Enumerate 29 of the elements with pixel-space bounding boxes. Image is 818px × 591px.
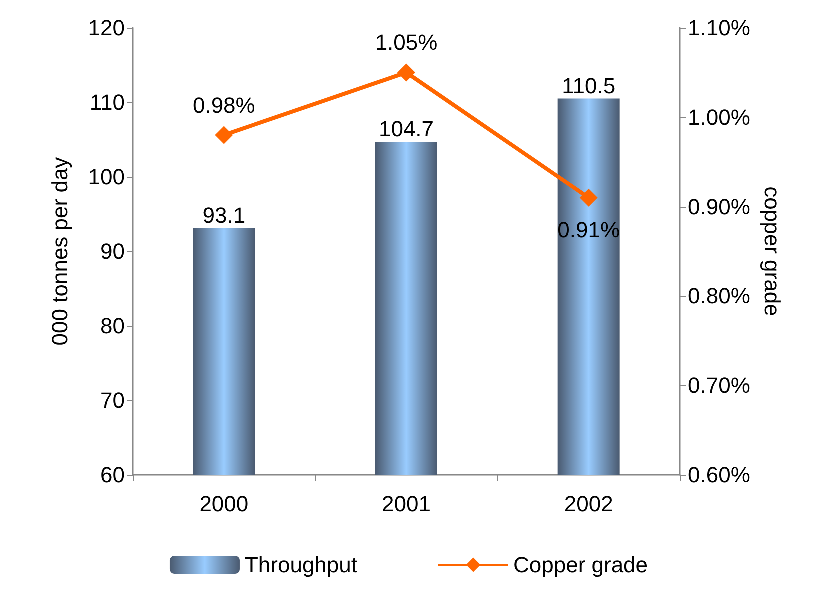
data-label: 104.7 — [378, 116, 434, 142]
y-tick-label: 100 — [88, 164, 125, 190]
x-tick-label: 2001 — [382, 492, 431, 516]
data-label: 1.05% — [375, 30, 438, 56]
x-tick-label: 2000 — [200, 492, 249, 516]
data-label: 93.1 — [202, 202, 246, 228]
y2-tick-label: 0.80% — [688, 284, 750, 309]
data-label: 0.91% — [558, 217, 620, 242]
data-label: 0.98% — [192, 92, 256, 118]
data-label: 110.5 — [562, 73, 616, 98]
y-tick-label: 60 — [100, 462, 125, 488]
y2-tick-label: 0.90% — [688, 194, 750, 220]
y-tick-label: 70 — [100, 388, 125, 413]
y-tick-label: 80 — [100, 314, 125, 338]
legend-label: Throughput — [244, 552, 358, 578]
y2-axis-title: copper grade — [760, 186, 785, 316]
y2-tick-label: 0.70% — [688, 373, 750, 398]
point — [580, 188, 598, 207]
y-tick-label: 120 — [88, 16, 125, 40]
y2-tick-label: 0.60% — [688, 462, 750, 488]
y-tick-label: 90 — [100, 239, 125, 264]
point — [215, 126, 234, 144]
y-axis-title: 000 tonnes per day — [48, 157, 72, 346]
x-tick-label: 2002 — [564, 492, 614, 516]
point — [398, 64, 416, 82]
y-tick-label: 110 — [90, 90, 125, 115]
y2-tick-label: 1.10% — [688, 16, 750, 40]
y2-tick-label: 1.00% — [688, 104, 750, 130]
legend-label: Copper grade — [513, 552, 648, 578]
